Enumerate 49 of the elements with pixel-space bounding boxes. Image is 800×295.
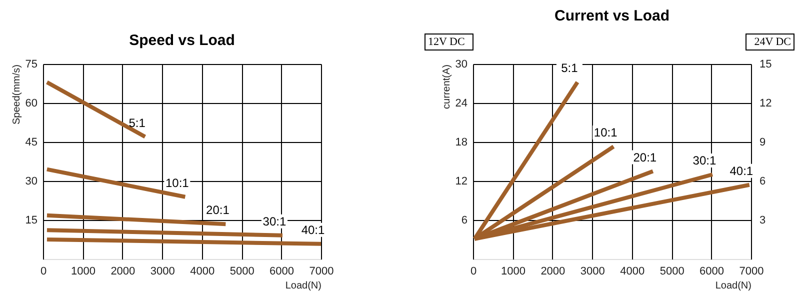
y-tick-label: 75 (25, 58, 38, 70)
series-label: 10:1 (165, 176, 190, 190)
chart-title: Current vs Load (554, 8, 670, 24)
y-axis-title: Speed(mm/s) (11, 64, 22, 125)
x-tick-label: 5000 (230, 266, 254, 278)
y2-tick-label: 9 (760, 136, 766, 148)
x-tick-label: 2000 (540, 266, 566, 278)
y-tick-label: 12 (455, 176, 468, 188)
y-tick-label: 60 (25, 98, 38, 110)
y2-tick-label: 15 (760, 58, 772, 70)
series-label: 5:1 (128, 116, 146, 130)
x-tick-label: 1000 (500, 266, 526, 278)
x-axis-title: Load(N) (285, 280, 322, 292)
x-tick-label: 4000 (190, 266, 215, 278)
series-label: 40:1 (301, 222, 325, 237)
x-tick-label: 5000 (660, 266, 684, 278)
x-tick-label: 6000 (700, 266, 724, 278)
chart-title: Speed vs Load (129, 32, 235, 49)
x-tick-label: 2000 (110, 266, 136, 278)
text: 12V DC (428, 36, 465, 48)
x-tick-label: 7000 (309, 266, 334, 278)
x-tick-label: 3000 (150, 266, 175, 278)
y-tick-label: 24 (455, 98, 468, 110)
x-tick-label: 0 (470, 266, 477, 278)
y2-tick-label: 12 (760, 98, 772, 110)
series-label: 40:1 (730, 164, 754, 178)
y-axis-title: current(A) (441, 64, 452, 109)
y-tick-label: 18 (455, 136, 468, 148)
x-tick-label: 4000 (620, 266, 645, 278)
series-label: 5:1 (561, 61, 578, 76)
series-label: 20:1 (633, 150, 657, 164)
series-label: 30:1 (262, 214, 286, 228)
y2-tick-label: 3 (760, 214, 766, 226)
series-label: 10:1 (594, 126, 618, 140)
series-label: 30:1 (692, 154, 716, 168)
x-tick-label: 3000 (580, 266, 605, 278)
y-tick-label: 30 (455, 58, 468, 70)
x-axis-title: Load(N) (715, 280, 752, 292)
y-tick-label: 6 (461, 214, 468, 226)
x-tick-label: 0 (40, 266, 47, 278)
y-tick-label: 45 (25, 136, 38, 148)
x-tick-label: 6000 (270, 266, 294, 278)
x-tick-label: 7000 (739, 266, 764, 278)
y-tick-label: 15 (25, 214, 38, 226)
y2-axis-title: 24V DC (754, 36, 791, 48)
series-label: 20:1 (206, 203, 230, 218)
y2-tick-label: 6 (760, 176, 766, 188)
y-tick-label: 30 (25, 176, 38, 188)
x-tick-label: 1000 (70, 266, 96, 278)
